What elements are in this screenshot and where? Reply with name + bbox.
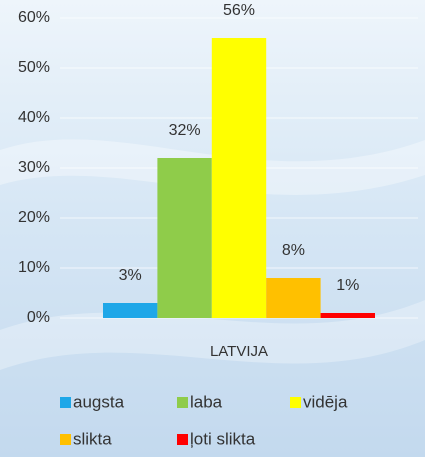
legend-swatch: [290, 397, 301, 408]
bar: [320, 313, 375, 318]
y-tick-label: 20%: [18, 209, 50, 226]
bar: [157, 158, 212, 318]
legend-label: laba: [190, 392, 223, 411]
y-tick-label: 0%: [27, 309, 50, 326]
bar: [103, 303, 158, 318]
y-tick-label: 30%: [18, 159, 50, 176]
data-label: 3%: [119, 267, 142, 284]
x-tick-label: LATVIJA: [210, 343, 268, 360]
legend-swatch: [177, 397, 188, 408]
legend-swatch: [177, 434, 188, 445]
bar: [266, 278, 321, 318]
y-tick-label: 10%: [18, 259, 50, 276]
y-tick-label: 40%: [18, 109, 50, 126]
data-label: 1%: [336, 277, 359, 294]
y-tick-label: 50%: [18, 59, 50, 76]
legend-label: augsta: [73, 392, 125, 411]
bar: [211, 38, 267, 318]
legend-label: vidēja: [303, 392, 348, 411]
data-label: 32%: [169, 122, 201, 139]
legend-label: ļoti slikta: [190, 429, 256, 448]
legend-swatch: [60, 434, 71, 445]
legend-swatch: [60, 397, 71, 408]
y-tick-label: 60%: [18, 9, 50, 26]
legend-label: slikta: [73, 429, 112, 448]
data-label: 8%: [282, 242, 305, 259]
data-label: 56%: [223, 2, 255, 19]
